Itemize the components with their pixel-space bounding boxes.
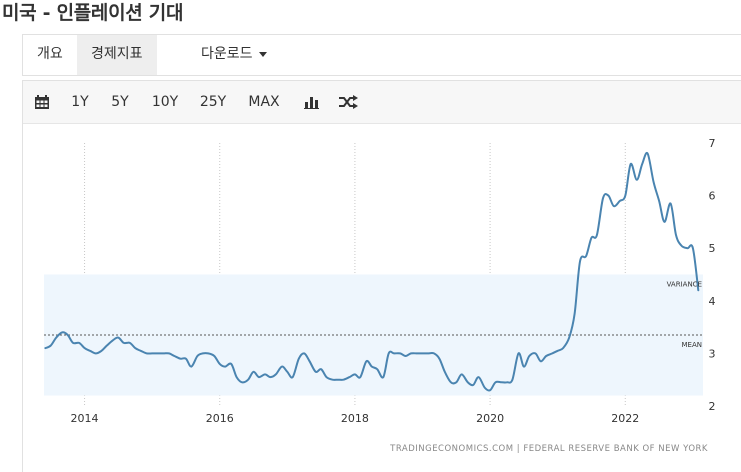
x-tick-label: 2020 [476, 412, 504, 425]
variance-label: VARIANCE [667, 281, 702, 289]
caret-down-icon [258, 51, 267, 57]
calendar-icon[interactable] [27, 81, 57, 123]
tab-bar: 개요 경제지표 다운로드 [22, 34, 741, 76]
range-max-button[interactable]: MAX [248, 94, 280, 110]
chart-panel: 1Y 5Y 10Y 25Y MAX [22, 80, 741, 472]
y-tick-label: 6 [709, 190, 716, 203]
x-tick-label: 2018 [341, 412, 369, 425]
y-tick-label: 7 [709, 137, 716, 150]
tab-download[interactable]: 다운로드 [187, 35, 281, 75]
x-tick-label: 2014 [71, 412, 99, 425]
x-tick-label: 2016 [206, 412, 234, 425]
tab-download-label: 다운로드 [201, 46, 253, 62]
page-title: 미국 - 인플레이션 기대 [2, 2, 184, 24]
range-5y-button[interactable]: 5Y [111, 94, 129, 110]
range-1y-button[interactable]: 1Y [71, 94, 89, 110]
shuffle-icon[interactable] [335, 81, 361, 123]
range-10y-button[interactable]: 10Y [151, 94, 179, 110]
bar-chart-icon[interactable] [299, 81, 323, 123]
x-tick-label: 2022 [611, 412, 639, 425]
tab-overview[interactable]: 개요 [37, 46, 63, 62]
y-tick-label: 3 [709, 347, 716, 360]
mean-label: MEAN [682, 341, 703, 349]
y-tick-label: 4 [709, 295, 716, 308]
range-25y-button[interactable]: 25Y [199, 94, 227, 110]
tab-indicators[interactable]: 경제지표 [77, 35, 157, 75]
chart-toolbar: 1Y 5Y 10Y 25Y MAX [23, 81, 741, 124]
series-line [44, 151, 700, 392]
y-tick-label: 5 [709, 242, 716, 255]
y-tick-label: 2 [709, 400, 716, 413]
source-label: TRADINGECONOMICS.COM | FEDERAL RESERVE B… [389, 444, 708, 454]
